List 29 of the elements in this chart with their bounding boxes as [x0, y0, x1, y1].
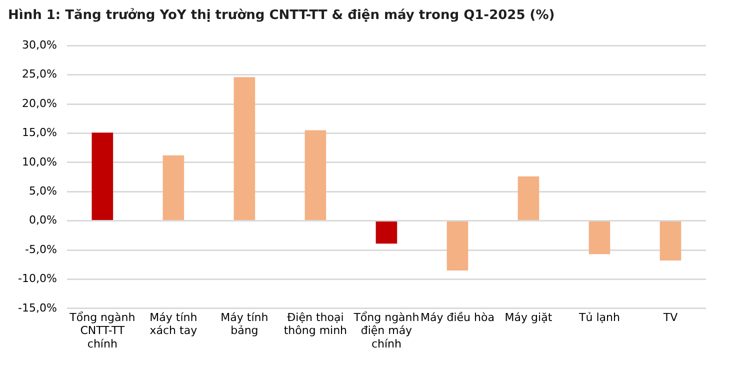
x-tick-label: TV: [662, 310, 678, 324]
y-tick-label: 20,0%: [22, 96, 57, 110]
x-tick-label: Tủ lạnh: [578, 310, 620, 324]
x-tick-label: Tổng ngành CNTT-TT chính: [68, 310, 136, 350]
chart-title: Hình 1: Tăng trưởng YoY thị trường CNTT-TT & điện máy trong Q1-2025 (%): [8, 8, 556, 23]
bar: [234, 77, 256, 220]
bar: [376, 222, 398, 244]
bar: [92, 132, 114, 220]
y-tick-label: -5,0%: [24, 242, 57, 256]
bar: [660, 222, 682, 261]
bar: [162, 155, 184, 220]
y-tick-label: 25,0%: [22, 68, 57, 81]
y-tick-label: 15,0%: [22, 126, 57, 140]
bar: [518, 176, 540, 220]
y-tick-label: 5,0%: [28, 184, 57, 198]
bar: [446, 222, 468, 270]
x-tick-label: Tổng ngành điện máy chính: [352, 310, 420, 350]
bar: [588, 222, 610, 254]
x-tick-label: Máy tính bảng: [220, 310, 268, 338]
y-tick-label: 0,0%: [28, 214, 57, 227]
y-tick-label: -10,0%: [18, 272, 57, 286]
x-tick-label: Máy điều hòa: [420, 310, 494, 324]
y-tick-label: 10,0%: [22, 155, 57, 168]
y-tick-label: 30,0%: [22, 38, 57, 52]
x-tick-label: Máy tính xách tay: [150, 310, 198, 338]
bar: [304, 130, 326, 220]
y-tick-label: -15,0%: [18, 301, 57, 314]
x-tick-label: Máy giặt: [504, 310, 553, 324]
x-tick-label: Điện thoại thông minh: [284, 310, 348, 338]
